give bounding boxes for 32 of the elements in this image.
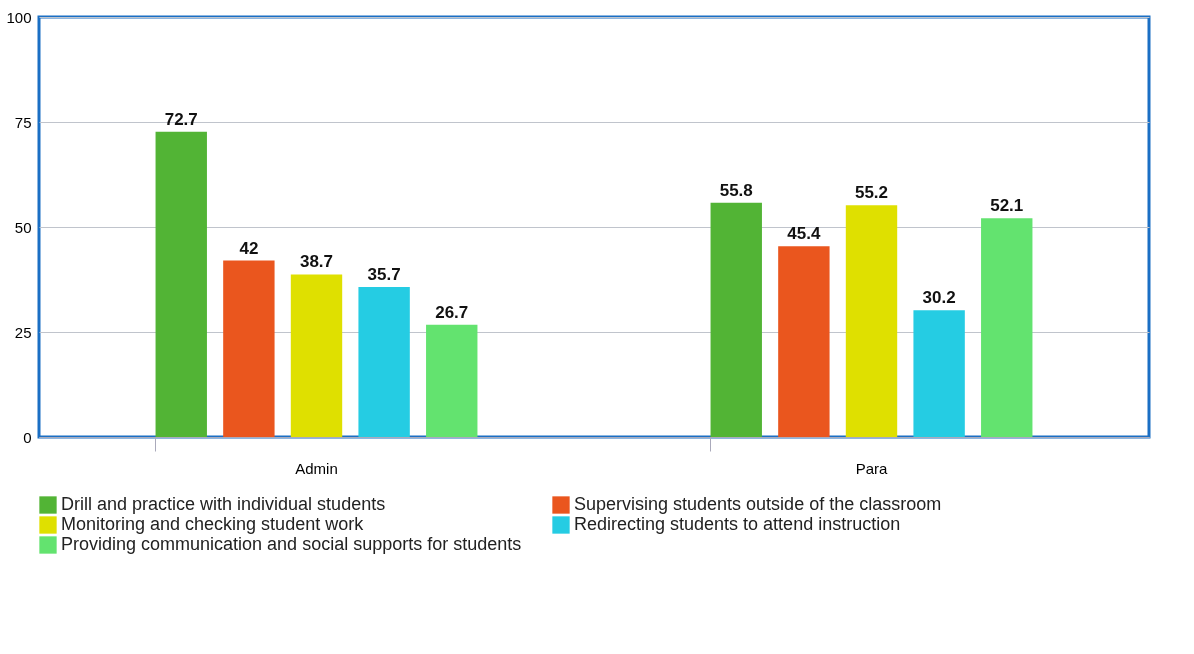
data-label: 30.2: [922, 288, 956, 308]
bar: [845, 205, 898, 437]
x-tick-label: Admin: [295, 459, 338, 477]
bar: [778, 246, 830, 437]
data-label: 52.1: [990, 196, 1024, 216]
legend-label: Redirecting students to attend instruction: [574, 514, 901, 534]
y-tick-label: 100: [6, 8, 32, 26]
data-label: 42: [239, 238, 259, 258]
data-label: 38.7: [299, 252, 334, 272]
y-tick-label: 75: [14, 113, 32, 131]
legend-label: Drill and practice with individual students: [61, 494, 386, 514]
legend-label: Supervising students outside of the classroom: [574, 494, 942, 514]
bar: [358, 287, 410, 437]
bar: [155, 131, 207, 437]
data-label: 55.2: [854, 183, 889, 203]
data-label: 72.7: [164, 109, 198, 129]
y-tick-label: 50: [14, 218, 32, 236]
legend-label: Monitoring and checking student work: [61, 514, 365, 534]
bar: [710, 202, 762, 437]
bar: [913, 310, 965, 437]
bar: [981, 218, 1033, 437]
legend-label: Providing communication and social supports for students: [61, 534, 522, 554]
x-tick-label: Para: [855, 459, 888, 477]
data-label: 35.7: [367, 265, 401, 285]
y-tick-label: 25: [14, 323, 32, 341]
data-label: 45.4: [787, 224, 821, 244]
bar: [426, 324, 478, 437]
y-tick-label: 0: [23, 428, 32, 446]
data-label: 55.8: [719, 180, 753, 200]
bar: [290, 274, 343, 437]
bar: [223, 260, 275, 437]
data-label: 26.7: [435, 302, 469, 322]
